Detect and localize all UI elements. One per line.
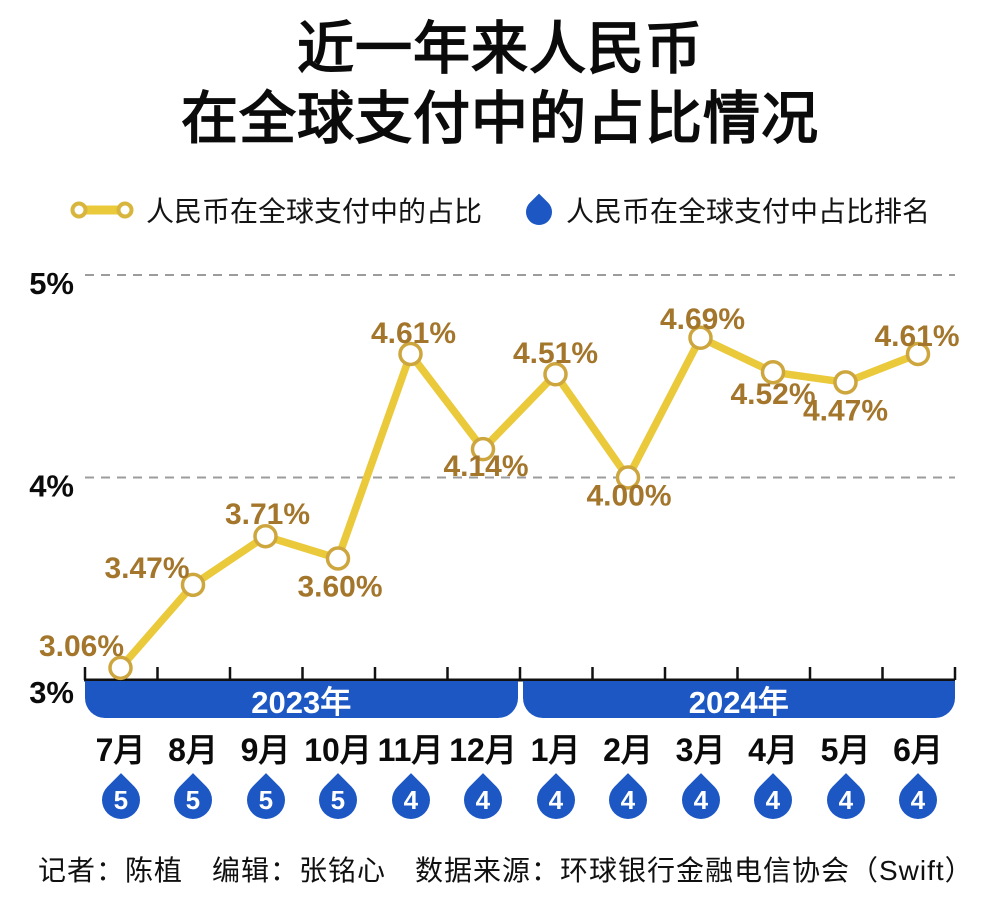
data-point-marker: [615, 465, 641, 490]
rank-droplet-badge: 4: [673, 773, 728, 827]
value-label: 4.61%: [874, 320, 959, 353]
rank-droplet-badge: 4: [528, 773, 583, 827]
rank-droplet-badge: 4: [746, 773, 800, 827]
rank-droplet-badge: 5: [93, 773, 148, 827]
value-label: 4.69%: [660, 303, 745, 336]
year-group-bar: 2024年: [522, 681, 955, 720]
rank-droplet-badge: 5: [311, 773, 365, 827]
rank-value: 5: [330, 784, 346, 815]
value-label: 3.60%: [297, 571, 382, 604]
credits: 记者：陈植 编辑：张铭心 数据来源：环球银行金融电信协会（Swift）: [38, 855, 974, 886]
rank-value: 5: [258, 784, 273, 815]
legend: 人民币在全球支付中的占比 人民币在全球支付中占比排名: [0, 190, 1000, 231]
data-point-marker: [108, 655, 133, 681]
value-label: 4.51%: [513, 337, 598, 370]
rank-droplet-badge: 4: [456, 773, 510, 827]
value-label: 4.14%: [443, 450, 528, 483]
value-label: 4.52%: [730, 378, 815, 411]
month-label: 8月: [168, 732, 218, 768]
rank-value: 4: [403, 784, 418, 815]
data-point-marker: [180, 572, 206, 598]
rank-droplet-badge: 4: [818, 773, 873, 827]
rank-value: 5: [113, 784, 128, 815]
data-point-marker: [688, 325, 713, 351]
legend-item-rank: 人民币在全球支付中占比排名: [520, 190, 931, 231]
value-label: 4.61%: [371, 317, 456, 350]
month-label: 5月: [820, 732, 871, 768]
month-label: 3月: [675, 732, 726, 768]
rank-value: 4: [910, 784, 926, 815]
rank-value: 4: [548, 784, 563, 815]
value-label: 4.47%: [803, 394, 888, 427]
data-point-marker: [325, 546, 351, 571]
legend-share-label: 人民币在全球支付中的占比: [145, 196, 482, 227]
data-point-marker: [398, 341, 423, 367]
rank-value: 4: [620, 784, 636, 815]
y-axis-label: 3%: [29, 675, 74, 710]
page-title-line1: 近一年来人民币: [297, 17, 703, 81]
y-axis-label: 5%: [29, 266, 74, 301]
rank-value: 4: [475, 784, 491, 815]
legend-item-share: 人民币在全球支付中的占比: [70, 190, 482, 230]
droplet-icon: [520, 190, 558, 231]
month-label: 2月: [603, 732, 653, 768]
month-label: 12月: [449, 732, 517, 768]
chart-canvas: 3.06% 3.47% 3.71% 3.60% 4.61% 4.14% 4.51% 4.00%…: [29, 266, 959, 710]
data-point-marker: [470, 436, 496, 462]
month-label: 6月: [893, 732, 943, 768]
page-title-line2: 在全球支付中的占比情况: [181, 87, 819, 151]
rank-droplet-badge: 5: [166, 773, 220, 827]
month-label: 9月: [240, 732, 291, 768]
line-series-icon: [70, 201, 134, 219]
line-chart: 3.06% 3.47% 3.71% 3.60% 4.61% 4.14% 4.51% 4.00%…: [0, 245, 1000, 870]
month-label: 1月: [530, 732, 581, 768]
rank-value: 4: [838, 784, 853, 815]
rank-droplet-badge: 5: [238, 773, 293, 827]
rank-droplet-badge: 4: [891, 773, 945, 827]
value-label: 3.06%: [39, 630, 124, 663]
month-label: 11月: [377, 732, 444, 768]
page-title: 近一年来人民币 在全球支付中的占比情况: [0, 14, 1000, 154]
data-point-marker: [833, 370, 858, 395]
month-label: 4月: [748, 732, 798, 768]
rank-droplet-badge: 4: [383, 773, 438, 827]
data-point-marker: [905, 341, 931, 367]
y-axis-label: 4%: [29, 469, 74, 504]
rank-droplet-badge: 4: [601, 773, 655, 827]
value-label: 4.00%: [586, 480, 671, 513]
legend-rank-label: 人民币在全球支付中占比排名: [566, 196, 931, 227]
data-point-marker: [760, 359, 786, 385]
value-label: 3.71%: [225, 498, 310, 531]
month-label: 10月: [304, 732, 372, 768]
rank-value: 5: [185, 784, 201, 815]
rank-value: 4: [693, 784, 708, 815]
data-point-marker: [253, 523, 278, 549]
value-label: 3.47%: [104, 552, 189, 585]
rank-value: 4: [765, 784, 781, 815]
year-group-bar: 2023年: [85, 681, 518, 720]
month-label: 7月: [95, 732, 146, 768]
data-point-marker: [543, 361, 568, 387]
